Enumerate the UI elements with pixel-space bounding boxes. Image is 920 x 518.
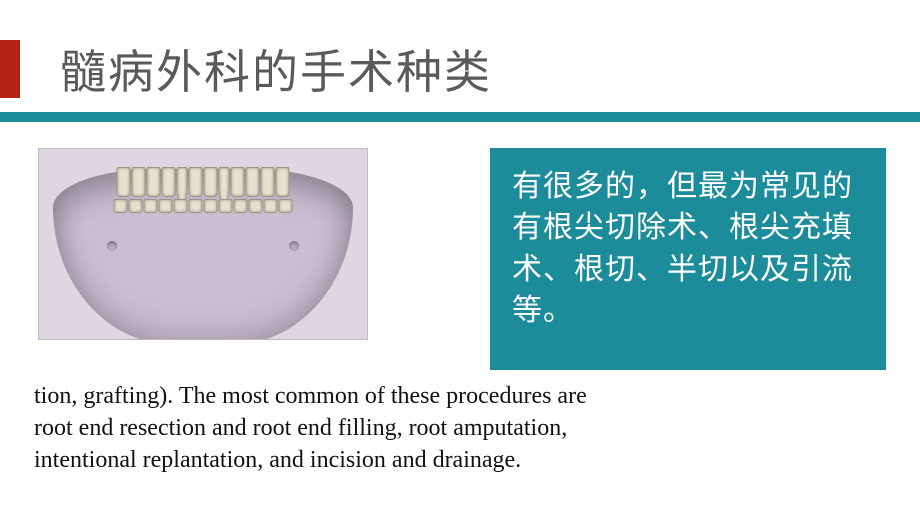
caption-line-1: tion, grafting). The most common of thes… bbox=[34, 380, 794, 412]
slide: 髓病外科的手术种类 有很多的，但最为常见的有根尖切除术、根尖充填术、根切、半切以… bbox=[0, 0, 920, 518]
title-row: 髓病外科的手术种类 bbox=[0, 40, 920, 112]
callout-text: 有很多的，但最为常见的有根尖切除术、根尖充填术、根切、半切以及引流等。 bbox=[512, 170, 853, 327]
jaw-bone bbox=[53, 169, 353, 340]
title-accent-bar bbox=[0, 40, 20, 98]
english-caption: tion, grafting). The most common of thes… bbox=[34, 380, 794, 476]
teeth-lower-row bbox=[114, 199, 293, 213]
caption-line-3: intentional replantation, and incision a… bbox=[34, 444, 794, 476]
title-divider bbox=[0, 112, 920, 122]
caption-line-2: root end resection and root end filling,… bbox=[34, 412, 794, 444]
callout-box: 有很多的，但最为常见的有根尖切除术、根尖充填术、根切、半切以及引流等。 bbox=[490, 148, 886, 370]
slide-title: 髓病外科的手术种类 bbox=[60, 36, 492, 102]
jaw-figure bbox=[38, 148, 368, 340]
